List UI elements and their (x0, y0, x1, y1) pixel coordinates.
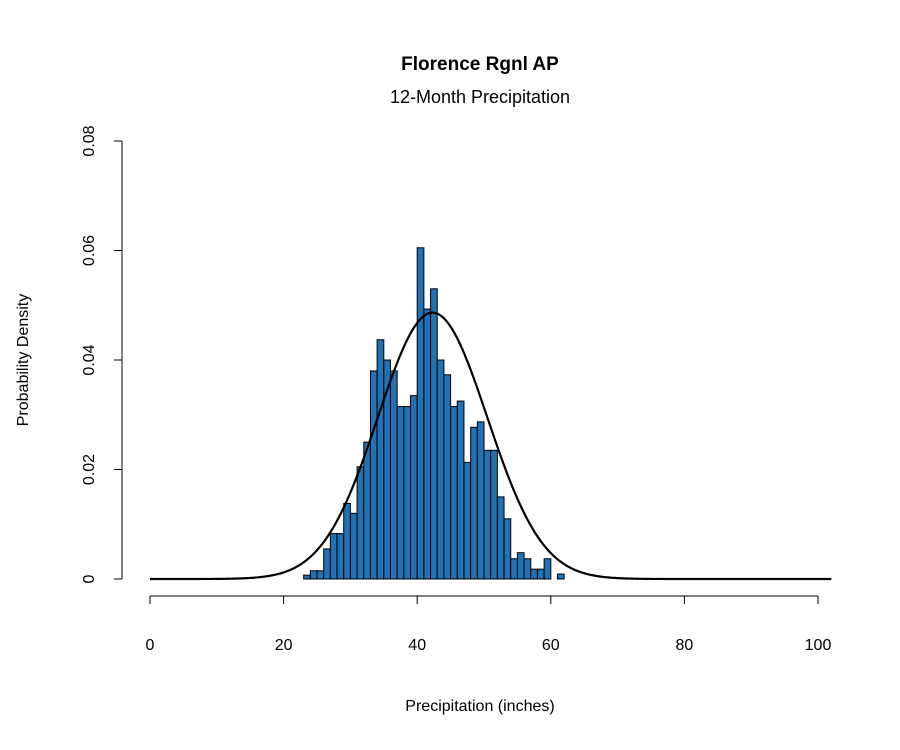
histogram-bar (463, 461, 472, 580)
histogram-bar (516, 552, 525, 580)
histogram-bar (523, 558, 532, 580)
y-tick-label: 0 (81, 574, 98, 583)
histogram-bar (416, 247, 425, 580)
x-tick-label: 60 (542, 637, 560, 654)
histogram-bar (530, 568, 538, 580)
histogram-bar (490, 449, 498, 580)
histogram-bar (410, 395, 418, 580)
histogram-bar (476, 421, 485, 580)
histogram-bar (423, 308, 432, 580)
histogram-bar (329, 533, 338, 580)
histogram-bar (556, 573, 565, 580)
x-tick-label: 80 (676, 637, 694, 654)
histogram-bar (369, 370, 378, 580)
x-tick-label: 20 (275, 637, 293, 654)
x-tick-label: 100 (805, 637, 832, 654)
x-tick-label: 40 (408, 637, 426, 654)
histogram-bar (456, 400, 465, 580)
x-axis: 0 20 40 60 80 100 (146, 595, 832, 654)
x-tick-label: 0 (146, 637, 155, 654)
y-axis-label: Probability Density (15, 294, 32, 427)
histogram-bar (436, 359, 445, 580)
x-axis-label: Precipitation (inches) (405, 698, 554, 715)
histogram-bar (303, 574, 311, 580)
histogram-bar (543, 558, 552, 580)
histogram-bar (363, 441, 371, 580)
histogram-bar (343, 502, 351, 580)
histogram-bar (503, 518, 512, 580)
histogram-bar (483, 449, 492, 580)
histogram-bar (450, 406, 458, 580)
y-axis: 0 0.02 0.04 0.06 0.08 (81, 125, 123, 583)
histogram-bar (536, 568, 545, 580)
chart-title: Florence Rgnl AP (401, 54, 559, 75)
y-tick-label: 0.06 (81, 235, 98, 266)
histogram-bar (349, 512, 358, 580)
histogram-bar (403, 406, 412, 580)
histogram-bar (443, 374, 452, 580)
histogram-bar (510, 558, 518, 580)
histogram-bar (309, 570, 318, 580)
histogram-bar (356, 466, 365, 580)
histogram-bars (303, 247, 565, 580)
y-tick-label: 0.04 (81, 344, 98, 375)
y-tick-label: 0.02 (81, 454, 98, 485)
histogram-bar (496, 496, 505, 580)
histogram-bar (376, 339, 385, 580)
histogram-bar (470, 426, 478, 580)
histogram-bar (389, 370, 398, 580)
histogram-bar (323, 548, 331, 580)
chart-subtitle: 12-Month Precipitation (390, 87, 570, 107)
histogram-bar (316, 570, 325, 580)
normal-density-curve (150, 311, 832, 581)
y-tick-label: 0.08 (81, 125, 98, 156)
histogram-bar (396, 406, 405, 580)
histogram-bar (336, 533, 345, 580)
histogram-bar (430, 288, 438, 580)
